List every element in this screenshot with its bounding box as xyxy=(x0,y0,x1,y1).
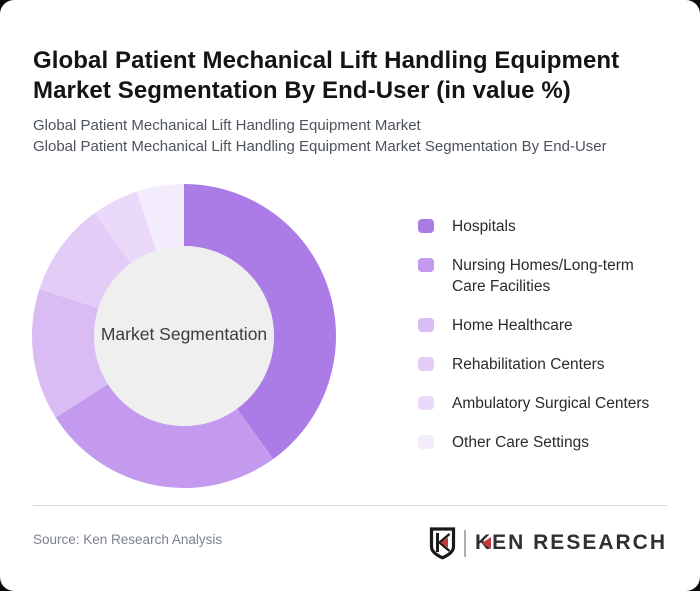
legend-item-6: Other Care Settings xyxy=(418,432,674,453)
page-title: Global Patient Mechanical Lift Handling … xyxy=(33,47,620,105)
legend-label-1: Hospitals xyxy=(452,218,516,235)
logo-wordmark: KEN RESEARCH xyxy=(475,531,667,555)
donut-slice-6 xyxy=(137,184,184,251)
legend-item-1: Hospitals xyxy=(418,216,674,237)
logo-divider-bar xyxy=(463,529,466,557)
donut-slice-2 xyxy=(55,384,274,489)
ken-research-shield-icon xyxy=(429,526,456,560)
legend-item-3: Home Healthcare xyxy=(418,315,674,336)
legend-label-4: Rehabilitation Centers xyxy=(452,356,605,373)
donut-center-circle xyxy=(94,246,274,426)
donut-slice-3 xyxy=(31,289,109,418)
legend-item-5: Ambulatory Surgical Centers xyxy=(418,393,674,414)
legend-swatch-1 xyxy=(418,219,434,233)
legend-label-5: Ambulatory Surgical Centers xyxy=(452,395,650,412)
donut-slice-4 xyxy=(39,213,132,309)
legend-label-2: Nursing Homes/Long-term Care Facilities xyxy=(452,257,634,295)
donut-chart xyxy=(31,184,336,489)
donut-slice-5 xyxy=(94,191,157,264)
logo-wordmark-text: KEN RESEARCH xyxy=(474,531,667,554)
footer-divider xyxy=(33,505,667,506)
donut-center-label: Market Segmentation xyxy=(100,324,268,344)
legend-label-6: Other Care Settings xyxy=(452,434,589,451)
donut-slice-1 xyxy=(184,184,336,459)
legend-item-2: Nursing Homes/Long-term Care Facilities xyxy=(418,255,674,297)
legend-swatch-4 xyxy=(418,357,434,371)
subtitle-line-2: Global Patient Mechanical Lift Handling … xyxy=(33,138,607,155)
legend-item-4: Rehabilitation Centers xyxy=(418,354,674,375)
chart-legend: Hospitals Nursing Homes/Long-term Care Fa… xyxy=(418,216,674,453)
legend-swatch-2 xyxy=(418,258,434,272)
source-text: Source: Ken Research Analysis xyxy=(33,532,223,547)
legend-swatch-5 xyxy=(418,396,434,410)
legend-swatch-6 xyxy=(418,435,434,449)
subtitle-line-1: Global Patient Mechanical Lift Handling … xyxy=(33,117,421,134)
legend-swatch-3 xyxy=(418,318,434,332)
logo-k-red-triangle-icon xyxy=(481,537,491,549)
legend-label-3: Home Healthcare xyxy=(452,317,573,334)
ken-research-logo: KEN RESEARCH xyxy=(429,524,667,562)
